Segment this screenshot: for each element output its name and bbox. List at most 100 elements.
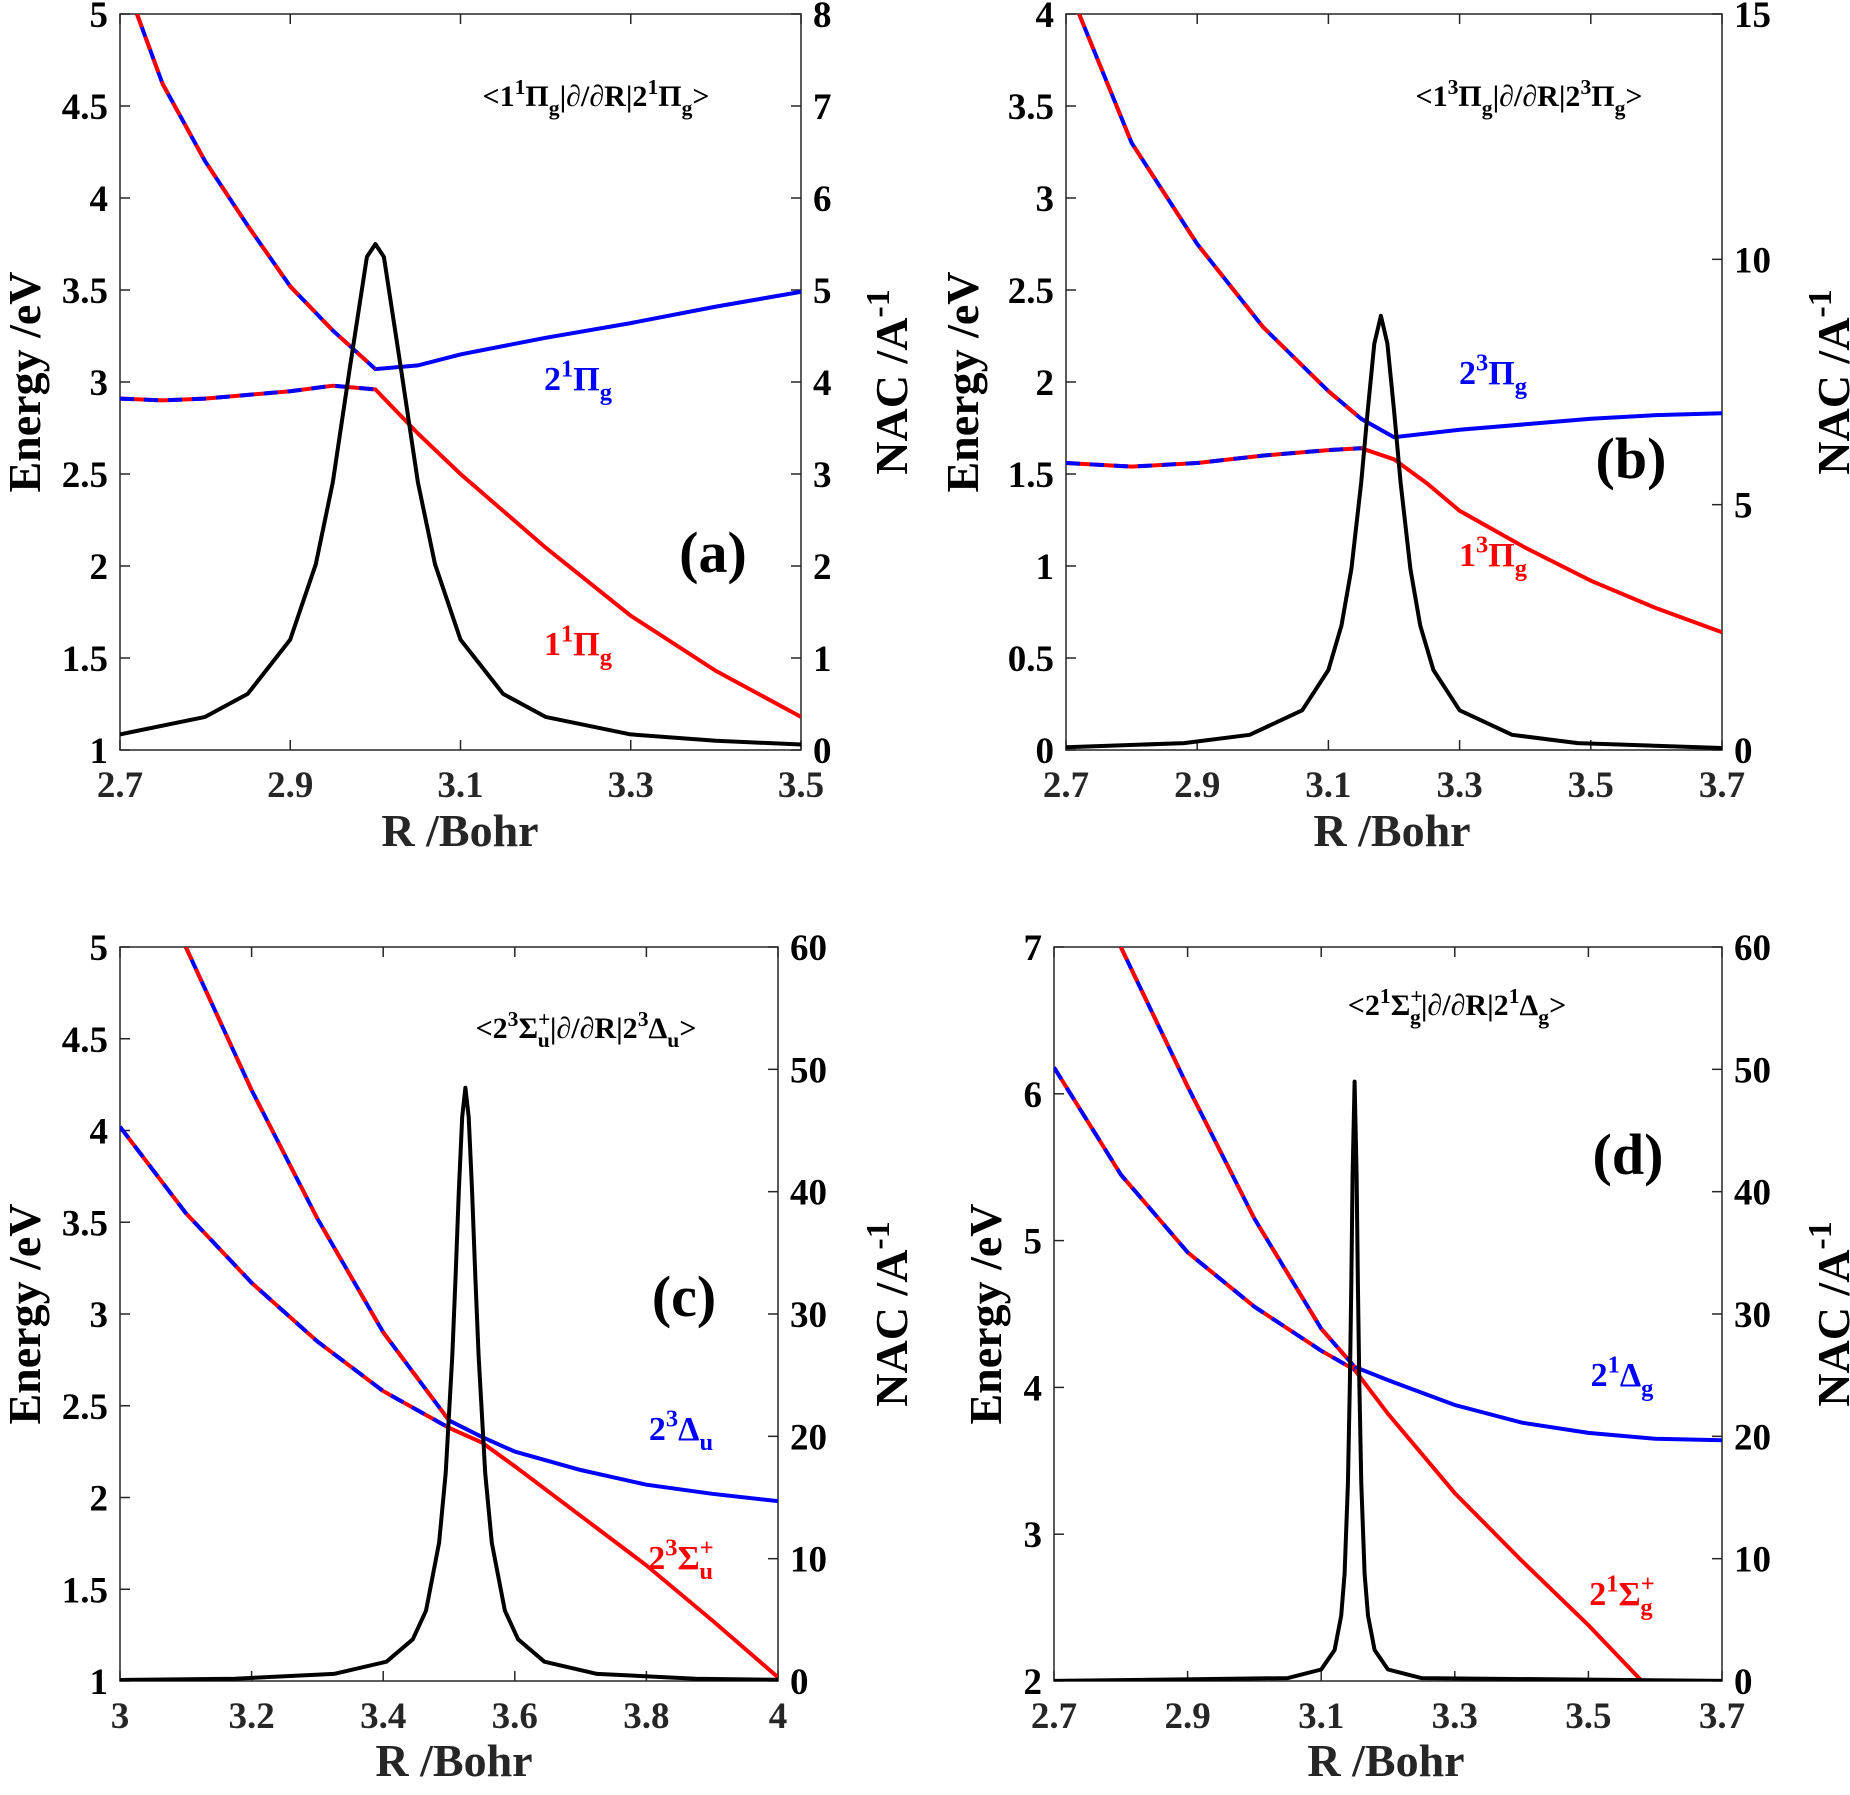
text-part: > — [1625, 80, 1642, 113]
y-axis-label: Energy /eV — [937, 271, 988, 492]
curve-upper-state — [1077, 14, 1722, 440]
coupling-title: <21​Σ+g​|∂/∂R|21​Δg​> — [1348, 984, 1566, 1029]
superscript: 1 — [561, 620, 573, 647]
x-tick-label: 3.7 — [1699, 765, 1745, 806]
y2-tick-label: 30 — [1734, 1295, 1771, 1336]
superscript: + — [1641, 1570, 1655, 1597]
y2-tick-label: 50 — [1734, 1050, 1771, 1091]
text-part: Π — [1458, 80, 1481, 113]
y-tick-label: 2 — [90, 547, 109, 588]
curve-lower-diabatic-dashed — [1066, 446, 1362, 469]
y2-tick-label: 40 — [790, 1173, 827, 1214]
text-part: 2 — [1459, 355, 1476, 392]
state-label-lower: 13​Πg​ — [1459, 531, 1527, 582]
curve-lower-diabatic-dashed — [120, 1125, 450, 1430]
y2-tick-label: 0 — [1734, 1662, 1753, 1703]
superscript: 3 — [665, 1534, 677, 1561]
text-part: Π — [573, 361, 599, 398]
x-tick-label: 3.1 — [1298, 1696, 1344, 1737]
y2-tick-label: 30 — [790, 1295, 827, 1336]
curve-nac — [1054, 1079, 1722, 1681]
y-tick-label: 2.5 — [62, 455, 108, 496]
subscript: u — [699, 1558, 713, 1585]
x-axis-label: R /Bohr — [1307, 1735, 1464, 1786]
y2-axis-label-exponent: -1 — [1802, 1221, 1839, 1249]
text-part: > — [1549, 989, 1566, 1022]
y-tick-label: 1.5 — [62, 1570, 108, 1611]
y-axis-label: Energy /eV — [0, 271, 50, 492]
x-tick-label: 2.9 — [1174, 765, 1220, 806]
superscript: + — [700, 1534, 714, 1561]
y2-tick-label: 4 — [813, 363, 832, 404]
state-label-upper: 23​Δu​ — [649, 1405, 713, 1456]
text-part: Δ — [648, 1012, 667, 1045]
y-tick-label: 5 — [90, 0, 109, 36]
y-tick-label: 6 — [1024, 1075, 1043, 1116]
y-tick-label: 3.5 — [62, 1203, 108, 1244]
y-tick-label: 1 — [90, 1662, 109, 1703]
y-tick-label: 3 — [90, 363, 109, 404]
subscript: g — [1515, 373, 1527, 400]
y2-tick-label: 3 — [813, 455, 832, 496]
y-tick-label: 4 — [90, 1112, 109, 1153]
text-part: <2 — [476, 1012, 508, 1045]
x-tick-label: 2.7 — [1031, 1696, 1077, 1737]
text-part: Π — [1488, 537, 1514, 574]
y-tick-label: 5 — [1024, 1222, 1043, 1263]
y2-tick-label: 5 — [1734, 486, 1753, 527]
text-part: |∂/∂R|2 — [550, 1012, 638, 1045]
superscript: 3 — [1476, 531, 1488, 558]
y-tick-label: 2.5 — [1008, 271, 1054, 312]
x-tick-label: 3.6 — [492, 1696, 538, 1737]
subscript: g — [1515, 555, 1527, 582]
y2-tick-label: 5 — [813, 271, 832, 312]
subscript: g — [549, 96, 560, 120]
superscript: 1 — [515, 75, 526, 99]
y2-tick-label: 50 — [790, 1050, 827, 1091]
superscript: 3 — [1580, 75, 1591, 99]
subscript: g — [600, 644, 612, 671]
curve-lower-diabatic-dashed — [1054, 1066, 1356, 1372]
text-part: Σ — [678, 1540, 700, 1577]
x-tick-label: 3.5 — [1565, 1696, 1611, 1737]
superscript: + — [1410, 984, 1422, 1008]
y2-axis-label: NAC /A-1 — [1802, 1221, 1850, 1407]
y2-axis-label-text: NAC /A — [866, 1250, 917, 1407]
text-part: Π — [658, 80, 681, 113]
x-axis-label: R /Bohr — [1313, 805, 1470, 856]
y-axis-label: Energy /eV — [960, 1203, 1011, 1424]
y2-tick-label: 15 — [1734, 0, 1771, 36]
x-axis-label: R /Bohr — [375, 1735, 532, 1786]
y-tick-label: 2 — [1036, 363, 1055, 404]
curve-nac — [120, 242, 801, 747]
text-part: |∂/∂R|2 — [1421, 989, 1509, 1022]
y2-tick-label: 10 — [1734, 1540, 1771, 1581]
x-tick-label: 3.3 — [1436, 765, 1482, 806]
y2-tick-label: 2 — [813, 547, 832, 588]
panel-label: (c) — [652, 1264, 716, 1329]
y-tick-label: 5 — [90, 928, 109, 969]
text-part: <1 — [483, 80, 515, 113]
text-part: |∂/∂R|2 — [1493, 80, 1581, 113]
x-tick-label: 3.1 — [437, 765, 483, 806]
x-tick-label: 3.5 — [1568, 765, 1614, 806]
text-part: > — [692, 80, 709, 113]
text-part: 1 — [1459, 537, 1476, 574]
y2-axis-label: NAC /A-1 — [860, 289, 917, 475]
superscript: 3 — [1476, 349, 1488, 376]
y2-axis-label-text: NAC /A — [866, 318, 917, 475]
y-tick-label: 1.5 — [1008, 455, 1054, 496]
y2-tick-label: 10 — [790, 1540, 827, 1581]
chart-panel-c: 3 3.2 3.4 3.6 3.8 411.522.533.544.55010203040… — [0, 928, 917, 1786]
y2-tick-label: 60 — [790, 928, 827, 969]
curves — [1066, 14, 1722, 750]
plot-area — [1065, 13, 1723, 751]
x-tick-label: 2.9 — [267, 765, 313, 806]
text-part: Σ — [1619, 1576, 1641, 1613]
y2-tick-label: 8 — [813, 0, 832, 36]
y2-axis-label-exponent: -1 — [860, 289, 897, 317]
y-tick-label: 0 — [1036, 731, 1055, 772]
x-tick-label: 3 — [111, 1696, 130, 1737]
y-tick-label: 3.5 — [62, 271, 108, 312]
state-label-upper: 23​Πg​ — [1459, 349, 1527, 400]
